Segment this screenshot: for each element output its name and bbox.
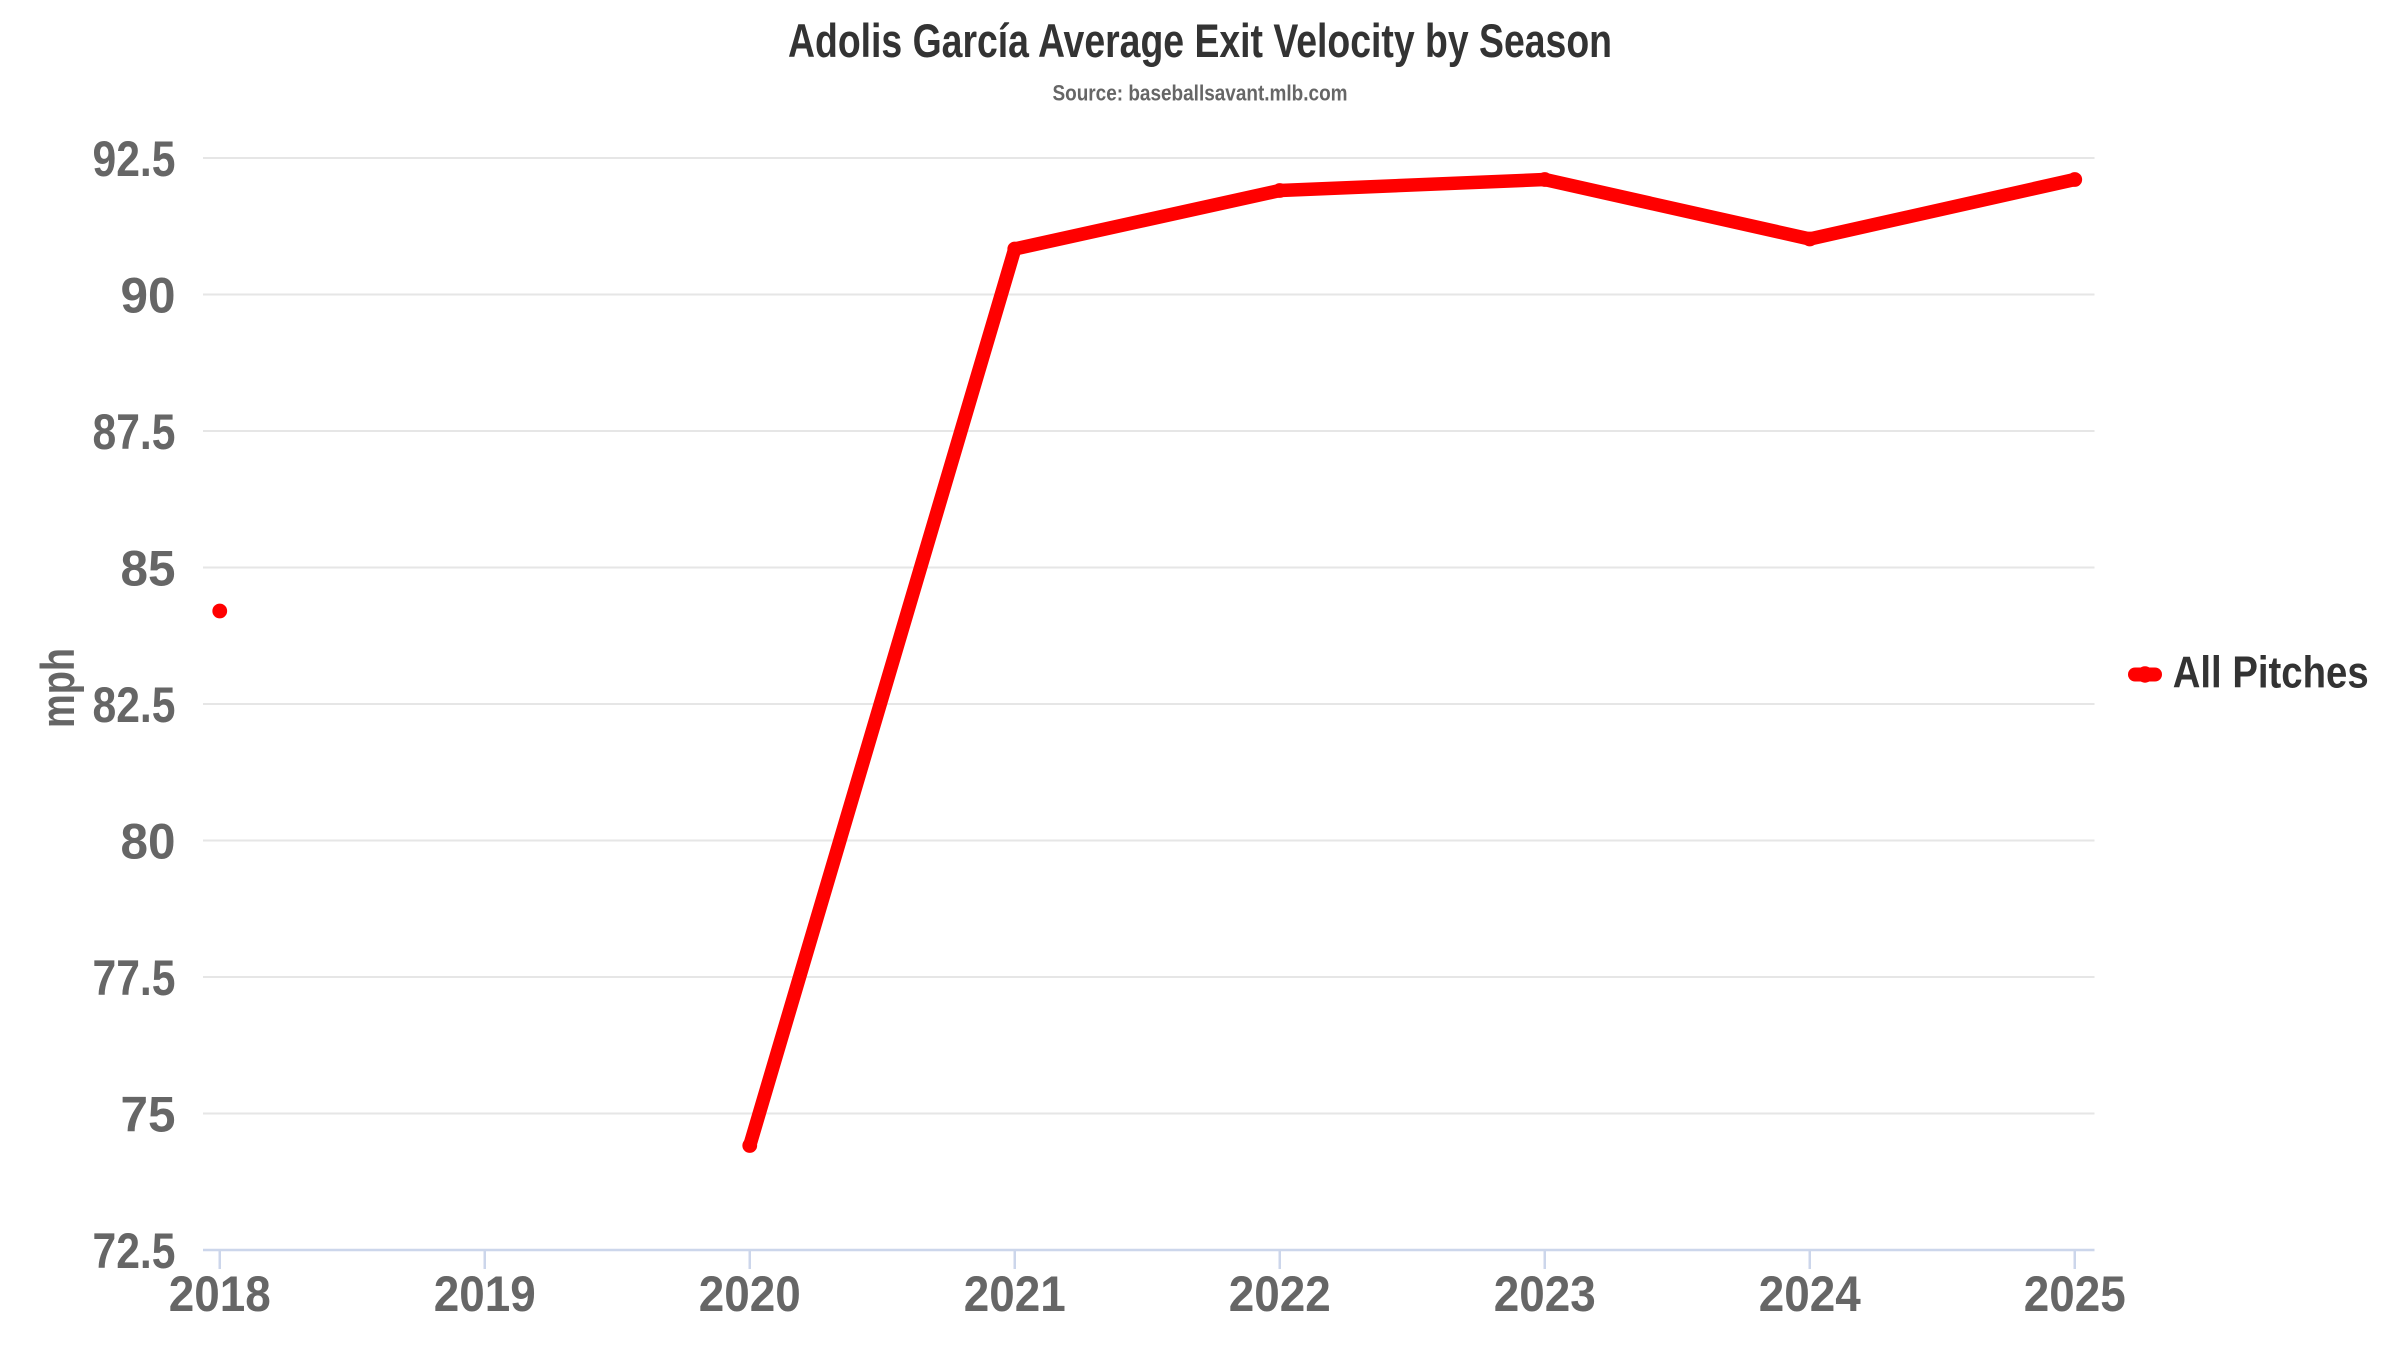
- svg-text:80: 80: [121, 813, 176, 869]
- svg-text:2024: 2024: [1759, 1266, 1861, 1322]
- svg-text:2020: 2020: [699, 1266, 801, 1322]
- svg-text:2022: 2022: [1229, 1266, 1331, 1322]
- svg-text:2023: 2023: [1494, 1266, 1596, 1322]
- svg-text:77.5: 77.5: [93, 950, 176, 1006]
- svg-text:2018: 2018: [169, 1266, 271, 1322]
- svg-text:82.5: 82.5: [93, 677, 176, 733]
- svg-text:Source: baseballsavant.mlb.com: Source: baseballsavant.mlb.com: [1053, 81, 1348, 106]
- svg-text:2019: 2019: [434, 1266, 536, 1322]
- svg-text:90: 90: [121, 267, 176, 323]
- svg-text:All Pitches: All Pitches: [2173, 648, 2369, 697]
- svg-text:mph: mph: [31, 648, 84, 728]
- svg-text:Adolis García Average Exit Vel: Adolis García Average Exit Velocity by S…: [788, 14, 1612, 67]
- svg-text:85: 85: [121, 540, 176, 596]
- svg-text:75: 75: [121, 1086, 176, 1142]
- svg-text:87.5: 87.5: [93, 404, 176, 460]
- svg-text:2025: 2025: [2024, 1266, 2126, 1322]
- svg-text:92.5: 92.5: [93, 131, 176, 187]
- svg-text:2021: 2021: [964, 1266, 1066, 1322]
- svg-text:72.5: 72.5: [93, 1223, 176, 1279]
